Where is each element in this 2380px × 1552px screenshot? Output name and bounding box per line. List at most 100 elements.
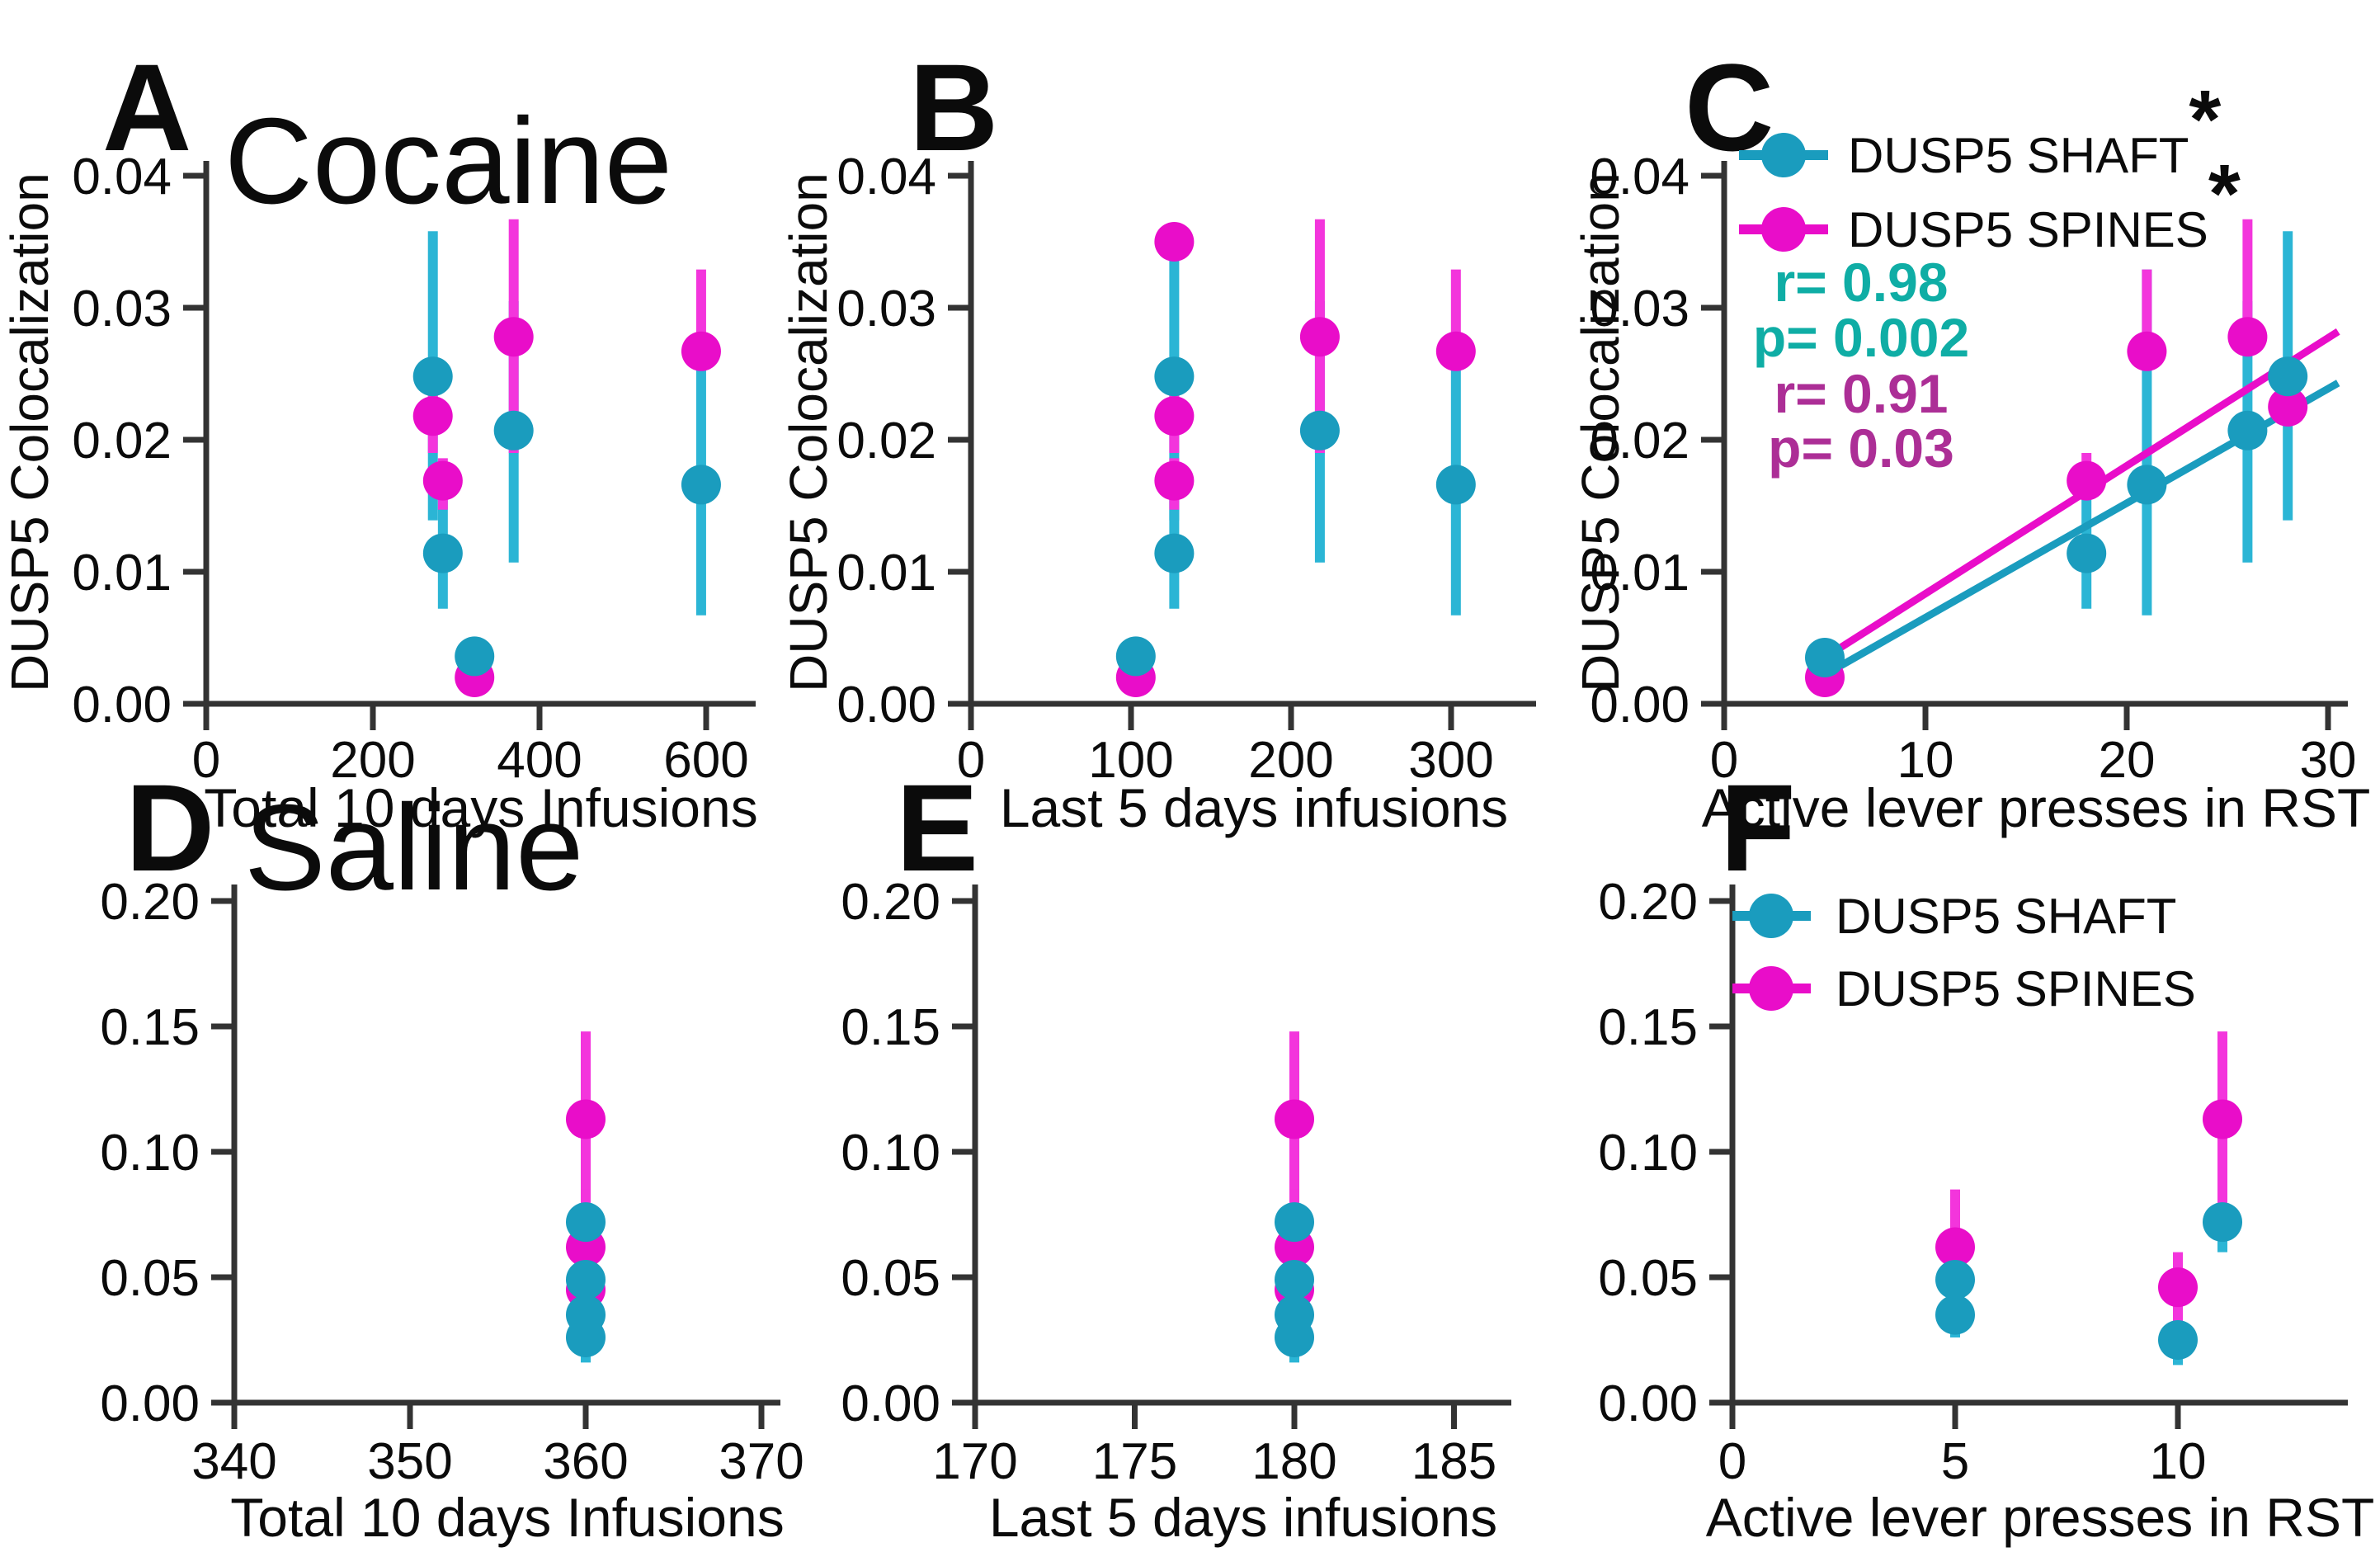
data-point-shaft [493,410,534,451]
x-tick-label: 0 [192,732,220,789]
data-point-spines [1435,331,1476,371]
panel-C: 0.00 0.01 0.02 0.03 0.04 0 10 20 30 DUSP5 Colocal… [1571,38,2370,838]
y-axis-title: DUSP5 Colocalization [779,172,838,692]
data-point-spines [1275,1099,1314,1139]
legend-marker-shaft-icon [1761,133,1806,177]
data-point-spines [412,396,453,436]
error-bars [427,219,706,616]
y-tick-label: 0.03 [1590,281,1690,337]
x-axis-title: Total 10 days Infusions [230,1487,784,1548]
data-point-shaft [681,465,721,505]
x-tick-label: 300 [1408,732,1493,789]
y-tick-label: 0.10 [100,1125,200,1182]
y-tick-label: 0.02 [1590,413,1690,469]
y-tick-label: 0.04 [1590,149,1690,205]
x-tick-label: 400 [497,732,582,789]
data-point-spines [2227,317,2268,357]
data-point-spines [2203,1099,2242,1139]
x-tick-label: 0 [957,732,985,789]
legend-marker-shaft-icon [1749,894,1793,938]
legend-label: DUSP5 SPINES [1836,961,2196,1017]
panel-letter: D [125,758,214,897]
legend: DUSP5 SHAFT DUSP5 SPINES [1732,889,2196,1017]
data-point-spines [2268,387,2308,427]
data-point-shaft [1935,1295,1975,1335]
data-point-spines [566,1099,606,1139]
x-axis-title: Active lever presses in RST [1706,1487,2375,1548]
legend: DUSP5 SHAFT*DUSP5 SPINES* [1739,73,2241,257]
y-tick-label: 0.05 [841,1250,940,1307]
x-axis-title: Last 5 days infusions [989,1487,1497,1548]
x-axis-title: Total 10 days Infusions [204,777,757,838]
data-point-shaft [455,636,495,677]
y-tick-label: 0.15 [841,999,940,1056]
y-tick-label: 0.10 [841,1125,940,1182]
data-point-spines [2158,1267,2198,1308]
x-tick-label: 360 [543,1433,628,1490]
data-point-shaft [1275,1260,1314,1300]
y-tick-label: 0.00 [837,677,936,734]
panel-letter: E [896,758,978,897]
x-tick-label: 185 [1412,1433,1496,1490]
data-points [566,1099,606,1357]
axes: 0.00 0.05 0.10 0.15 0.20 340 350 360 370 [100,874,804,1490]
x-tick-label: 200 [1248,732,1333,789]
x-tick-label: 175 [1092,1433,1177,1490]
y-tick-label: 0.15 [1598,999,1698,1056]
data-point-shaft [1935,1260,1975,1300]
y-tick-label: 0.04 [837,149,936,205]
axes: 0.00 0.05 0.10 0.15 0.20 0 5 10 [1598,874,2348,1490]
data-point-spines [493,317,534,357]
panel-letter: F [1720,758,1796,897]
panel-title: Cocaine [224,93,672,229]
panel-title: Saline [244,780,583,916]
y-axis-title: DUSP5 Colocalization [0,172,59,692]
y-tick-label: 0.00 [100,1375,200,1432]
axes: 0.00 0.01 0.02 0.03 0.04 0 10 20 30 [1590,149,2356,789]
y-tick-label: 0.00 [1598,1375,1698,1432]
y-tick-label: 0.03 [837,281,936,337]
x-tick-label: 340 [191,1433,276,1490]
legend-marker-spines-icon [1761,207,1806,252]
legend-label: DUSP5 SPINES* [1848,148,2241,257]
y-tick-label: 0.02 [72,413,172,469]
data-points [1115,222,1476,697]
data-point-shaft [1154,356,1195,397]
data-point-shaft [2203,1202,2242,1243]
y-tick-label: 0.10 [1598,1125,1698,1182]
y-tick-label: 0.01 [72,545,172,601]
data-point-shaft [566,1317,606,1357]
stats-text: p= 0.03 [1768,417,1954,479]
data-point-shaft [412,356,453,397]
stats-text: r= 0.98 [1774,252,1948,313]
x-tick-label: 0 [1710,732,1738,789]
data-point-shaft [2227,410,2268,451]
axes: 0.00 0.01 0.02 0.03 0.04 0 200 400 600 [72,149,756,789]
data-point-shaft [422,533,463,573]
legend-marker-spines-icon [1749,966,1793,1011]
data-point-shaft [1299,410,1340,451]
x-tick-label: 170 [932,1433,1017,1490]
data-point-shaft [2268,356,2308,397]
y-tick-label: 0.05 [1598,1250,1698,1307]
data-point-spines [2067,460,2107,501]
data-point-spines [681,331,721,371]
data-point-spines [2127,331,2167,371]
data-point-shaft [1805,638,1845,677]
y-tick-label: 0.20 [841,874,940,931]
data-point-shaft [1154,533,1195,573]
data-point-shaft [1275,1202,1314,1243]
y-tick-label: 0.00 [1590,677,1690,734]
y-tick-label: 0.20 [1598,874,1698,931]
x-tick-label: 20 [2099,732,2156,789]
x-axis-title: Last 5 days infusions [1000,777,1508,838]
y-tick-label: 0.00 [72,677,172,734]
x-tick-label: 10 [2150,1433,2207,1490]
panel-A: 0.00 0.01 0.02 0.03 0.04 0 200 400 600 DUSP5 Colo… [0,38,758,838]
y-tick-label: 0.05 [100,1250,200,1307]
legend-label: DUSP5 SHAFT [1836,889,2176,944]
x-tick-label: 100 [1088,732,1173,789]
